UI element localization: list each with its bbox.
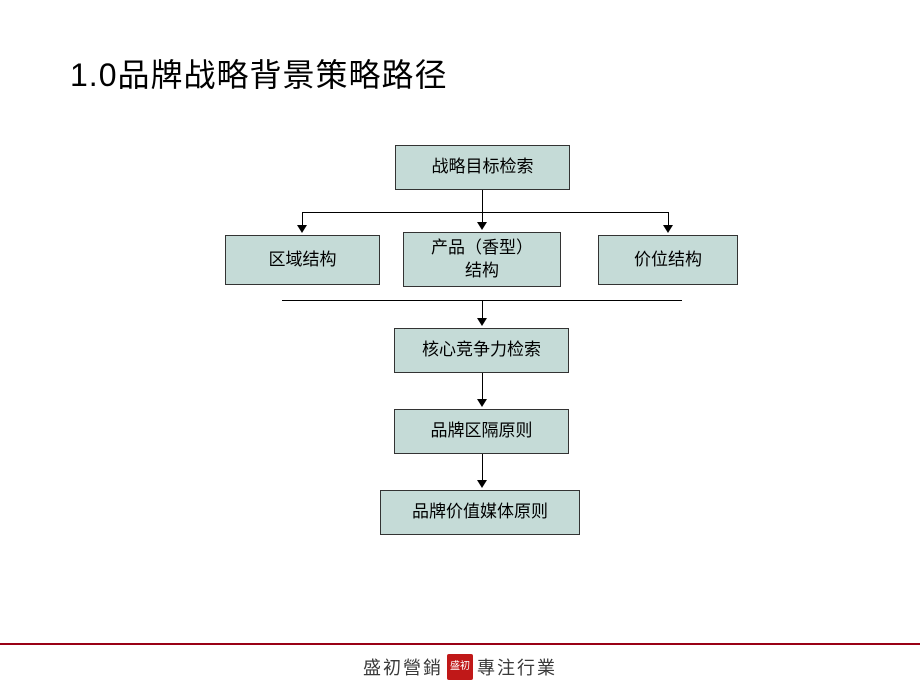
arrow-icon <box>297 225 307 233</box>
node-core-competence: 核心竞争力检索 <box>394 328 569 373</box>
footer-divider <box>0 643 920 645</box>
arrow-icon <box>477 480 487 488</box>
node-brand-segment: 品牌区隔原则 <box>394 409 569 454</box>
node-price-structure: 价位结构 <box>598 235 738 285</box>
connector-line <box>302 212 668 213</box>
connector-line <box>482 300 483 320</box>
connector-line <box>482 454 483 482</box>
arrow-icon <box>477 222 487 230</box>
connector-line <box>482 373 483 401</box>
footer: 盛初營銷 盛初 專注行業 <box>0 654 920 680</box>
node-region-structure: 区域结构 <box>225 235 380 285</box>
arrow-icon <box>663 225 673 233</box>
node-strategy-target: 战略目标检索 <box>395 145 570 190</box>
seal-icon: 盛初 <box>447 654 473 680</box>
node-product-structure: 产品（香型） 结构 <box>403 232 561 287</box>
arrow-icon <box>477 318 487 326</box>
connector-line <box>482 190 483 212</box>
page-title: 1.0品牌战略背景策略路径 <box>70 50 448 96</box>
node-brand-value-media: 品牌价值媒体原则 <box>380 490 580 535</box>
footer-text-right: 專注行業 <box>477 654 557 680</box>
footer-text-left: 盛初營銷 <box>363 654 443 680</box>
arrow-icon <box>477 399 487 407</box>
